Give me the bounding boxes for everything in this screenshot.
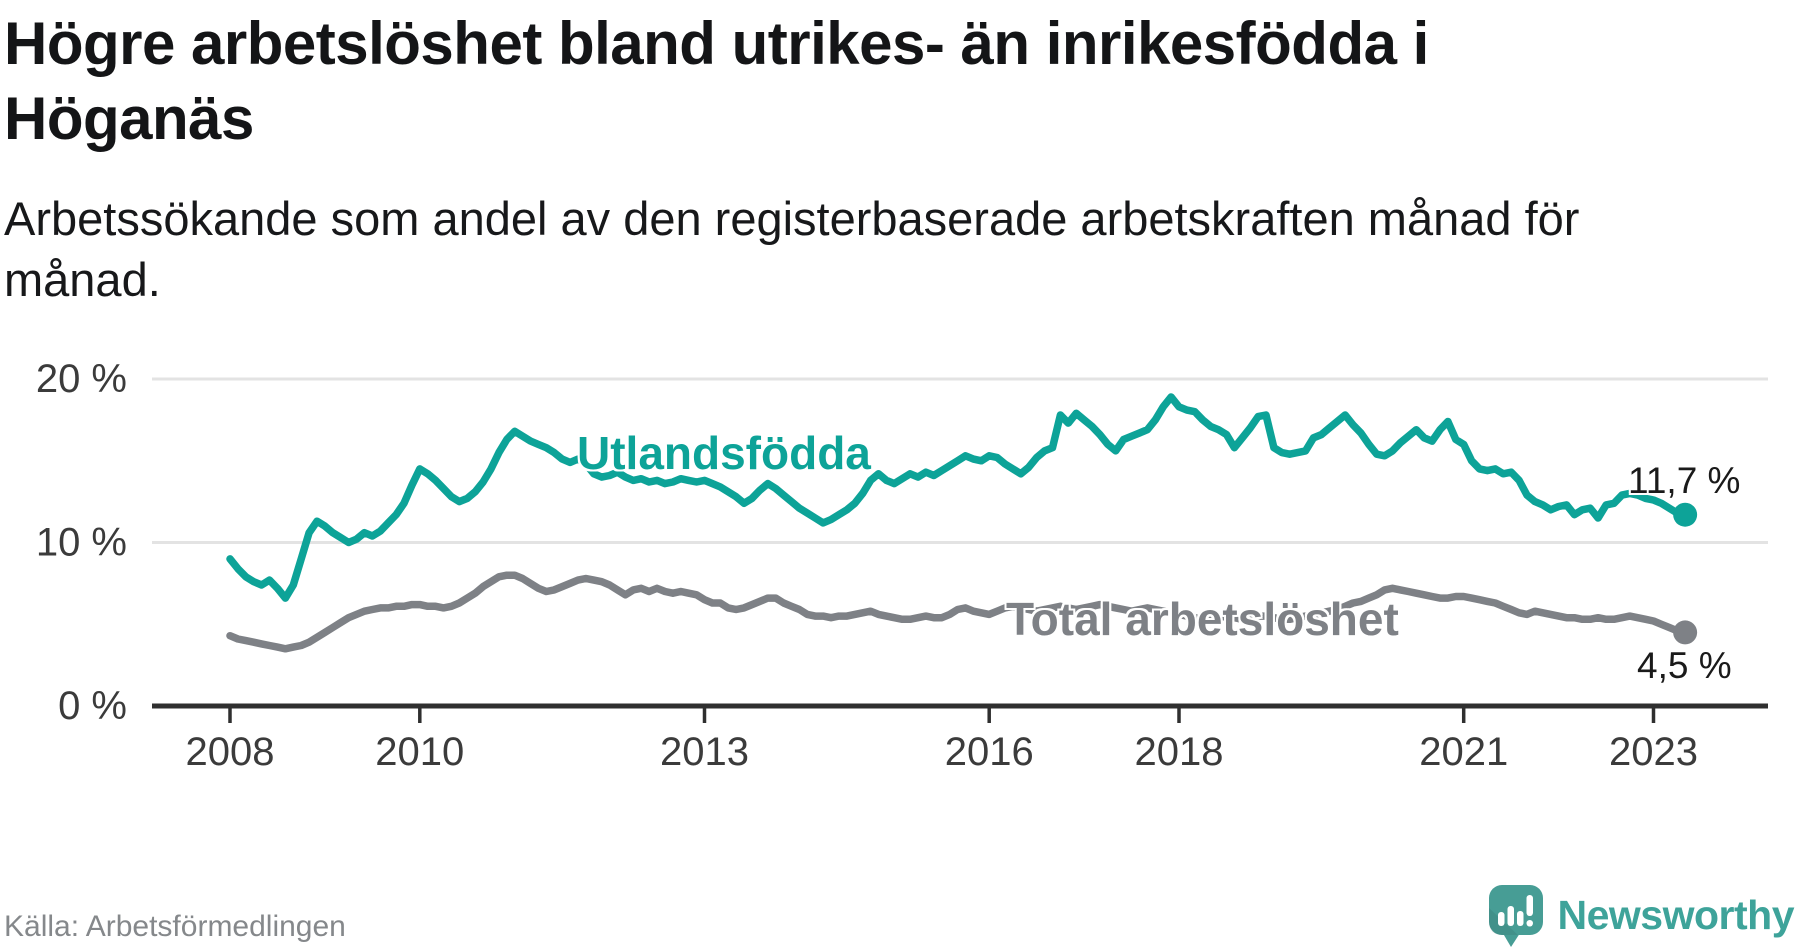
x-tick-label: 2013: [660, 730, 749, 774]
y-tick-label: 20 %: [36, 357, 127, 401]
source-credit: Källa: Arbetsförmedlingen: [4, 910, 346, 943]
series-label-utlandsfodda: Utlandsfödda: [577, 427, 871, 479]
x-tick-label: 2021: [1419, 730, 1508, 774]
title-line-1: Högre arbetslöshet bland utrikes- än inr…: [4, 10, 1429, 77]
subtitle-line-1: Arbetssökande som andel av den registerb…: [4, 192, 1580, 245]
series-line-utlandsfodda: [226, 393, 1689, 602]
end-value-label-total: 4,5 %: [1637, 645, 1732, 686]
series-label-total-arbetsloshet: Total arbetslöshet: [1006, 593, 1399, 645]
newsworthy-logo-icon: [1488, 885, 1543, 947]
x-tick-label: 2023: [1609, 730, 1698, 774]
newsworthy-brand-name: Newsworthy: [1557, 892, 1795, 938]
y-tick-label: 0 %: [58, 684, 127, 728]
chart-subtitle: Arbetssökande som andel av den registerb…: [4, 188, 1704, 310]
x-tick-label: 2010: [375, 730, 464, 774]
newsworthy-brand: Newsworthy: [1488, 884, 1795, 948]
end-value-label-utlandsfodda: 11,7 %: [1628, 460, 1741, 501]
y-tick-label: 10 %: [36, 521, 127, 565]
title-line-2: Höganäs: [4, 85, 254, 152]
subtitle-line-2: månad.: [4, 253, 161, 306]
x-tick-label: 2008: [186, 730, 275, 774]
series-end-dot-utlandsfodda: [1673, 502, 1698, 527]
x-tick-label: 2018: [1135, 730, 1224, 774]
series-line-total: [226, 571, 1689, 653]
page-title: Högre arbetslöshet bland utrikes- än inr…: [4, 6, 1544, 156]
x-tick-label: 2016: [945, 730, 1034, 774]
series-end-dot-total: [1673, 620, 1698, 645]
